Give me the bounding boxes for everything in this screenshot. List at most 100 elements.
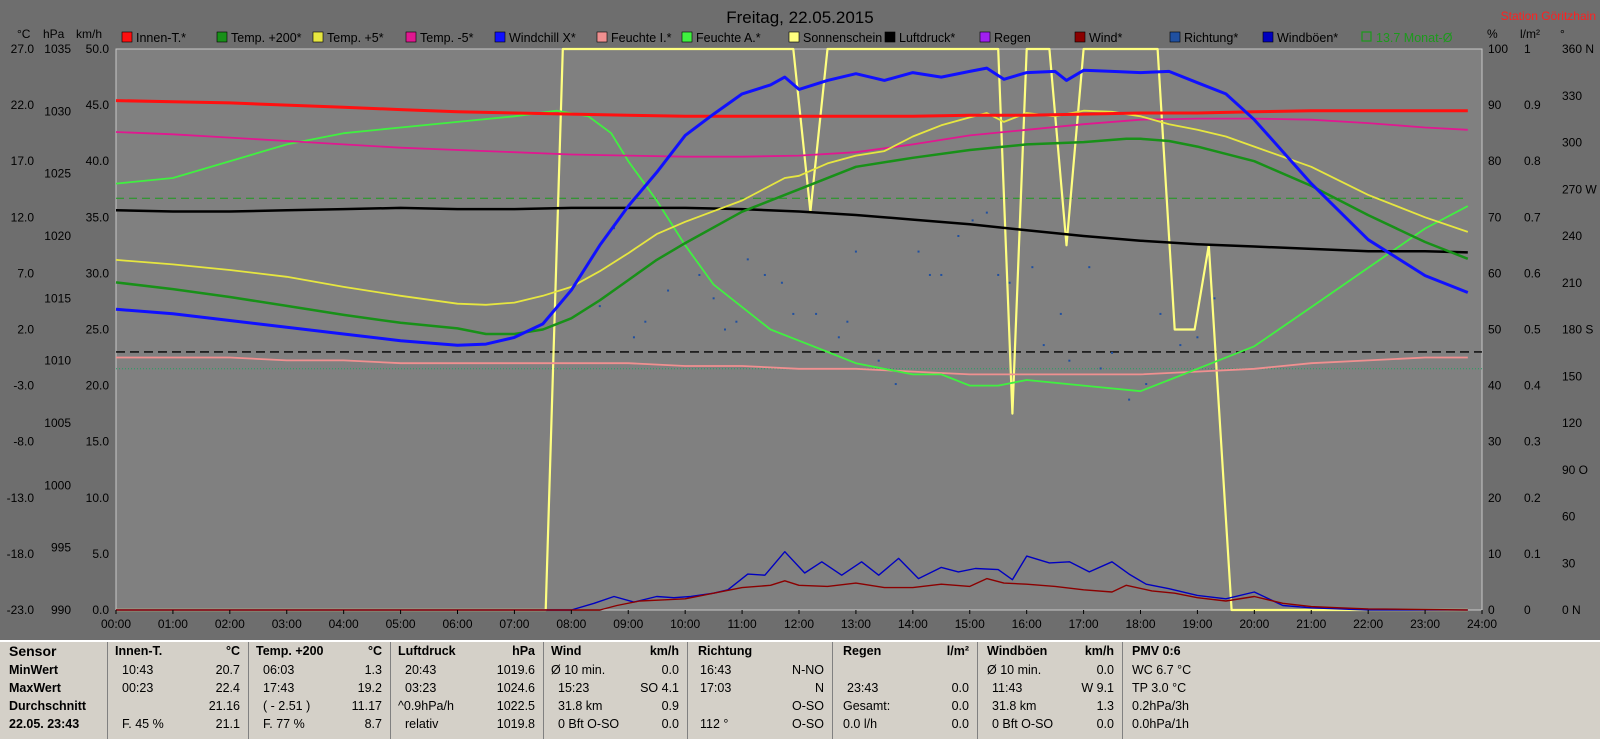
chart-legend: Innen-T.* Temp. +200* Temp. +5* Temp. -5* Wi… xyxy=(121,31,1453,45)
luftdruck-max-time: 03:23 xyxy=(405,681,437,695)
boeen-max-value: W 9.1 xyxy=(1081,681,1114,695)
temp200-avg-label: ( - 2.51 ) xyxy=(263,699,311,713)
luftdruck-max-value: 1024.6 xyxy=(496,681,535,695)
legend-label-feuchte_a: Feuchte A.* xyxy=(696,31,761,45)
xtick-label-11: 11:00 xyxy=(728,617,757,631)
wind-max-value: SO 4.1 xyxy=(640,681,679,695)
ytick-direction-5: 210 xyxy=(1562,276,1582,290)
point-richtung-11 xyxy=(763,273,766,276)
regen-total-label: Gesamt: xyxy=(843,699,891,713)
ytick-celsius-8: -13.0 xyxy=(7,491,35,505)
ytick-celsius-0: 27.0 xyxy=(11,42,35,56)
luftdruck-min-value: 1019.6 xyxy=(496,663,535,677)
ytick-rain-2: 0.8 xyxy=(1524,154,1541,168)
richtung-min-time: 16:43 xyxy=(700,663,732,677)
boeen-cur-value: 0.0 xyxy=(1096,717,1114,731)
xtick-label-22: 22:00 xyxy=(1353,617,1383,631)
regen-cur-value: 0.0 xyxy=(951,717,969,731)
ytick-celsius-5: 2.0 xyxy=(17,323,34,337)
ytick-kmh-1: 45.0 xyxy=(86,98,110,112)
boeen-unit: km/h xyxy=(1084,644,1114,658)
ytick-celsius-7: -8.0 xyxy=(13,435,34,449)
point-richtung-9 xyxy=(735,320,738,323)
xtick-label-21: 21:00 xyxy=(1296,617,1326,631)
point-richtung-30 xyxy=(1059,312,1062,315)
xtick-label-12: 12:00 xyxy=(784,617,814,631)
legend-label-temp200: Temp. +200* xyxy=(231,31,302,45)
ytick-rain-8: 0.2 xyxy=(1524,491,1541,505)
point-richtung-23 xyxy=(957,235,960,237)
wind-max-time: 15:23 xyxy=(558,681,590,695)
reference-lines xyxy=(116,351,1482,370)
richtung-cur-value: O-SO xyxy=(792,717,824,731)
point-richtung-10 xyxy=(746,258,749,261)
innen-cur-value: 21.1 xyxy=(215,717,240,731)
series-luftdruck xyxy=(115,206,1468,254)
ytick-rain-0: 1 xyxy=(1524,42,1531,56)
ytick-rain-10: 0 xyxy=(1524,603,1531,617)
celsius-unit: °C xyxy=(17,27,31,41)
sensor-row-current: 22.05. 23:43 xyxy=(9,717,80,731)
station-name: Station Göritzhain xyxy=(1501,9,1596,23)
ytick-kmh-9: 5.0 xyxy=(92,547,109,561)
point-richtung-17 xyxy=(854,250,857,253)
ytick-celsius-3: 12.0 xyxy=(11,210,35,224)
ytick-hpa-5: 1010 xyxy=(44,354,71,368)
series-innen_t xyxy=(115,99,1468,118)
xtick-label-17: 17:00 xyxy=(1069,617,1099,631)
xtick-label-15: 15:00 xyxy=(955,617,985,631)
point-richtung-24 xyxy=(971,219,974,222)
legend-swatch-temp200 xyxy=(216,31,228,43)
ytick-direction-11: 30 xyxy=(1562,556,1576,570)
ytick-kmh-7: 15.0 xyxy=(86,435,110,449)
point-richtung-8 xyxy=(724,328,727,331)
xtick-label-20: 20:00 xyxy=(1239,617,1269,631)
temp200-cur-label: F. 77 % xyxy=(263,717,305,731)
ytick-celsius-10: -23.0 xyxy=(7,603,35,617)
ytick-hpa-0: 1035 xyxy=(44,42,71,56)
xtick-label-9: 09:00 xyxy=(613,617,643,631)
legend-swatch-richtung xyxy=(1169,31,1181,43)
temp200-max-time: 17:43 xyxy=(263,681,295,695)
legend-swatch-feuchte_i xyxy=(596,31,608,43)
ytick-hpa-2: 1025 xyxy=(44,167,71,181)
temp200-cur-value: 8.7 xyxy=(364,717,382,731)
ytick-percent-4: 60 xyxy=(1488,266,1502,280)
xtick-label-19: 19:00 xyxy=(1182,617,1212,631)
legend-swatch-sonnenschein xyxy=(788,31,800,43)
point-richtung-21 xyxy=(928,273,931,276)
wind-cur-value: 0.0 xyxy=(661,717,679,731)
ytick-kmh-5: 25.0 xyxy=(86,323,110,337)
point-richtung-36 xyxy=(1145,383,1148,386)
ytick-celsius-1: 22.0 xyxy=(11,98,35,112)
point-richtung-32 xyxy=(1088,266,1091,269)
ytick-kmh-2: 40.0 xyxy=(86,154,110,168)
ytick-direction-3: 270 W xyxy=(1562,182,1597,196)
innen-max-time: 00:23 xyxy=(122,681,154,695)
rain-unit: l/m² xyxy=(1520,27,1540,41)
legend-label-richtung: Richtung* xyxy=(1184,31,1238,45)
ytick-percent-8: 20 xyxy=(1488,491,1502,505)
ytick-percent-0: 100 xyxy=(1488,42,1508,56)
ytick-celsius-9: -18.0 xyxy=(7,547,35,561)
regen-max-value: 0.0 xyxy=(951,681,969,695)
series-temp200 xyxy=(115,137,1469,336)
ytick-direction-4: 240 xyxy=(1562,229,1582,243)
point-richtung-19 xyxy=(894,383,897,386)
point-richtung-27 xyxy=(1008,281,1011,284)
sensor-row-min: MinWert xyxy=(9,663,59,677)
point-richtung-14 xyxy=(815,312,818,315)
xtick-label-24: 24:00 xyxy=(1467,617,1497,631)
point-richtung-12 xyxy=(780,281,783,284)
point-richtung-22 xyxy=(940,273,943,276)
ytick-direction-1: 330 xyxy=(1562,89,1582,103)
legend-swatch-feuchte_a xyxy=(681,31,693,43)
richtung-min-value: N-NO xyxy=(792,663,824,677)
legend-swatch-windchill xyxy=(494,31,506,43)
innen-title: Innen-T. xyxy=(115,644,163,658)
boeen-mean-value: 1.3 xyxy=(1096,699,1114,713)
point-richtung-6 xyxy=(698,273,701,276)
ytick-direction-12: 0 N xyxy=(1562,603,1581,617)
point-richtung-37 xyxy=(1159,312,1162,315)
ytick-rain-9: 0.1 xyxy=(1524,547,1541,561)
